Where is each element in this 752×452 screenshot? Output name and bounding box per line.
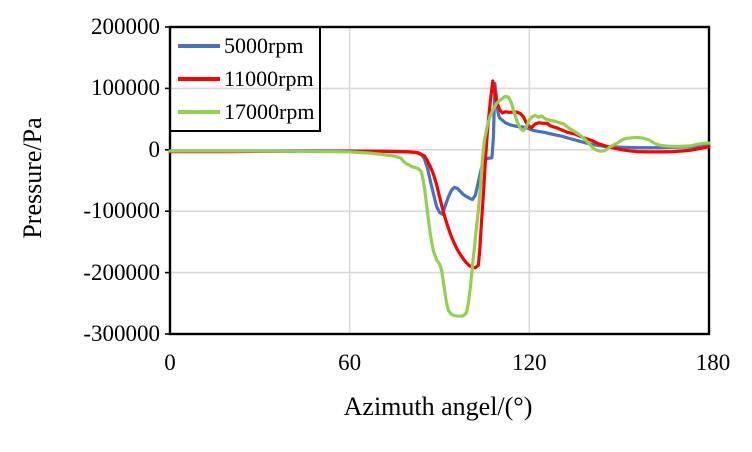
series-line-17000rpm	[168, 94, 711, 318]
x-axis-title: Azimuth angel/(°)	[343, 392, 533, 421]
legend-swatch-icon	[178, 109, 220, 114]
y-tick-label: 100000	[91, 75, 160, 101]
y-axis-title: Pressure/Pa	[18, 117, 47, 239]
series-line-11000rpm	[168, 79, 711, 270]
x-tick-label: 0	[164, 350, 176, 375]
series-line-5000rpm	[168, 81, 711, 216]
y-tick-label: -100000	[83, 198, 160, 224]
x-tick-label: 180	[695, 350, 731, 375]
y-tick-label: 200000	[91, 14, 160, 39]
legend-item-17000rpm: 17000rpm	[171, 95, 319, 128]
legend-label: 11000rpm	[224, 66, 314, 91]
y-tick-label: -200000	[83, 259, 160, 285]
legend-item-5000rpm: 5000rpm	[171, 30, 319, 63]
plot-frame	[168, 25, 711, 336]
legend-label: 17000rpm	[224, 98, 315, 124]
y-tick-label: 0	[148, 136, 161, 162]
x-tick-label: 60	[338, 350, 362, 375]
legend-item-11000rpm: 11000rpm	[171, 63, 319, 96]
y-tick-label: -300000	[83, 321, 160, 346]
legend-label: 5000rpm	[224, 33, 304, 59]
x-tick-label: 120	[512, 350, 547, 375]
legend-swatch-icon	[178, 44, 220, 49]
legend-swatch-icon	[178, 77, 220, 81]
legend: 5000rpm 11000rpm 17000rpm	[169, 26, 321, 132]
